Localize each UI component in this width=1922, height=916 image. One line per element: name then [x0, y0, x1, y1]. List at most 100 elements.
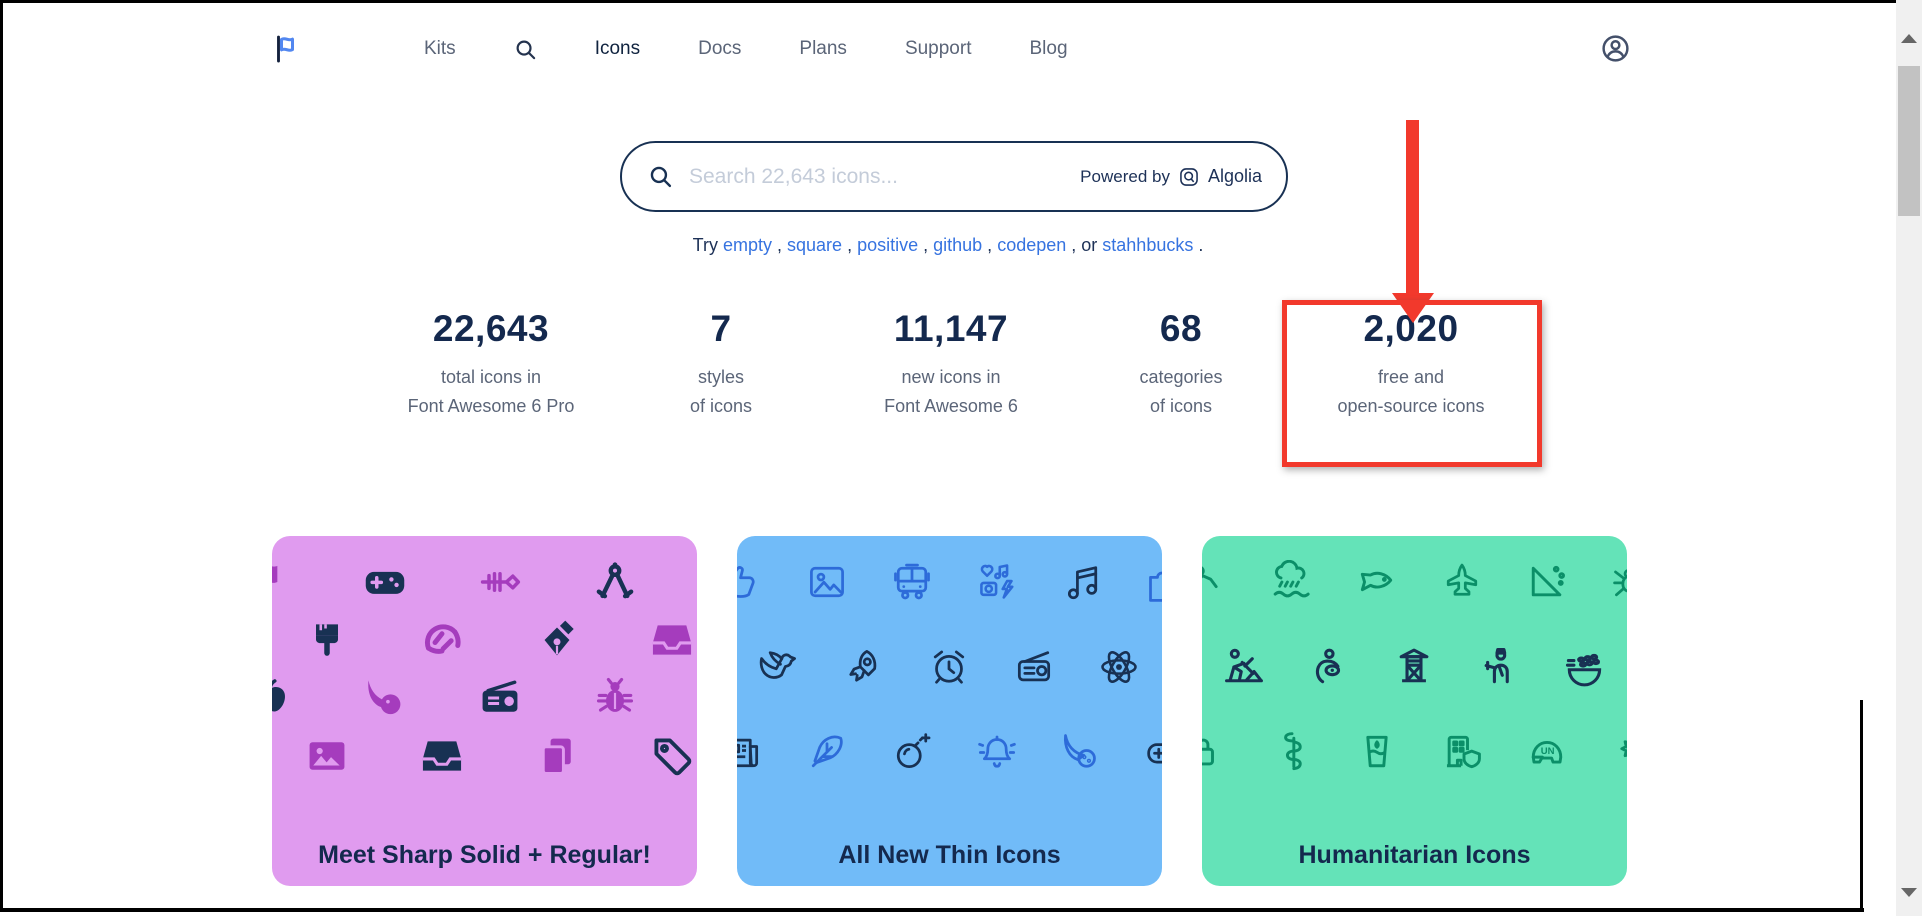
sun-plant-wilt-icon [1610, 730, 1627, 774]
nav-search-icon[interactable] [514, 38, 537, 61]
person-digging-icon [1222, 645, 1266, 689]
jet-fighter-icon [1440, 560, 1484, 604]
stat-0: 22,643 total icons in Font Awesome 6 Pro [376, 307, 606, 421]
red-arrow-annotation [1406, 120, 1419, 295]
radio-icon [478, 676, 522, 720]
nav-item-blog[interactable]: Blog [1029, 38, 1068, 59]
stat-3: 68 categories of icons [1066, 307, 1296, 421]
feature-card-1[interactable]: All New Thin Icons [737, 536, 1162, 886]
stats-row: 22,643 total icons in Font Awesome 6 Pro 7 s… [376, 307, 1526, 421]
algolia-credit[interactable]: Powered by Algolia [1080, 166, 1262, 188]
scroll-up-arrow[interactable] [1901, 34, 1917, 43]
stat-label: new icons in Font Awesome 6 [884, 367, 1018, 416]
suggestion-link-square[interactable]: square [787, 235, 843, 255]
bowl-rice-icon [1562, 645, 1606, 689]
feature-card-2[interactable]: UN Humanitarian Icons [1202, 536, 1627, 886]
icon-row [305, 734, 697, 778]
cloud-showers-water-icon [1270, 559, 1314, 604]
icon-row [305, 618, 697, 662]
suggestion-link-codepen[interactable]: codepen [997, 235, 1067, 255]
nav-item-plans[interactable]: Plans [799, 38, 847, 59]
card-title: All New Thin Icons [838, 841, 1061, 869]
top-navbar: Kits Icons Docs Plans Support Blog [272, 0, 1068, 98]
image-outline-icon [805, 560, 849, 604]
fish-bone-icon [478, 560, 522, 604]
suggestion-separator: , or [1066, 235, 1103, 255]
landslide-icon [1525, 560, 1569, 604]
apple-whole-icon [272, 676, 292, 720]
puzzle-piece-icon [1145, 560, 1162, 604]
suggestion-separator: . [1193, 235, 1204, 255]
flag-icon [272, 560, 292, 604]
stat-label: free and open-source icons [1337, 367, 1485, 416]
tower-observation-icon [1392, 645, 1436, 689]
stat-value: 11,147 [893, 308, 1009, 349]
stat-highlighted: 2,020 free and open-source icons [1296, 307, 1526, 421]
circle-user-icon[interactable] [1600, 33, 1631, 64]
nav-item-icons[interactable]: Icons [594, 38, 641, 59]
person-falling-icon [1202, 560, 1229, 604]
frame-border-bottom [0, 908, 1864, 912]
brush-icon [305, 618, 349, 662]
staff-snake-icon [1270, 730, 1314, 774]
nav-item-kits[interactable]: Kits [424, 38, 456, 59]
icon-row [737, 560, 1162, 604]
drafting-compass-icon [593, 560, 637, 604]
croissant-icon [420, 618, 464, 662]
atom-icon [1097, 645, 1141, 689]
icon-row [1222, 645, 1627, 689]
bomb-icon [890, 730, 934, 774]
person-military-icon [1477, 645, 1521, 689]
feather-icon [805, 730, 849, 774]
algolia-logo-icon [1178, 166, 1200, 188]
stat-label: total icons in Font Awesome 6 Pro [407, 367, 575, 416]
icon-row [737, 730, 1162, 774]
scrollbar[interactable] [1896, 0, 1922, 916]
image-icon [305, 734, 349, 778]
suggestion-separator: , [772, 235, 788, 255]
radio-outline-icon [1012, 645, 1056, 689]
bus-icon [890, 560, 934, 604]
suggestion-link-positive[interactable]: positive [857, 235, 919, 255]
search-input[interactable] [687, 163, 1081, 190]
suggestion-link-github[interactable]: github [933, 235, 983, 255]
card-title: Humanitarian Icons [1298, 841, 1531, 869]
suggestion-link-empty[interactable]: empty [722, 235, 772, 255]
helmet-un-icon: UN [1525, 730, 1569, 774]
font-awesome-flag-logo[interactable] [272, 34, 302, 64]
nav-item-docs[interactable]: Docs [698, 38, 742, 59]
icon-row [757, 645, 1162, 689]
newspaper-icon [737, 730, 764, 774]
card-title: Meet Sharp Solid + Regular! [318, 841, 651, 869]
suggestion-separator: , [842, 235, 858, 255]
glass-water-icon [1355, 730, 1399, 774]
feature-card-0[interactable]: Meet Sharp Solid + Regular! [272, 536, 697, 886]
inbox-icon [650, 618, 694, 662]
rocket-icon [842, 645, 886, 689]
frame-border-left [0, 0, 3, 912]
copy-icon [535, 734, 579, 778]
icon-row [272, 676, 697, 720]
bug-icon [593, 676, 637, 720]
icon-row: UN [1202, 730, 1627, 774]
music-icon [1060, 560, 1104, 604]
stat-value: 22,643 [432, 308, 550, 349]
stat-value: 7 [710, 308, 732, 349]
icon-row [272, 560, 697, 604]
scrollbar-thumb[interactable] [1898, 66, 1920, 216]
stat-label: styles of icons [689, 367, 753, 416]
person-nursing-icon [1307, 645, 1351, 689]
suggestions-prefix: Try [692, 235, 723, 255]
photo-film-music-icon [975, 560, 1019, 604]
nav-item-support[interactable]: Support [904, 38, 972, 59]
search-icon [648, 164, 673, 189]
gamepad-icon [363, 560, 407, 604]
tag-icon [650, 734, 694, 778]
stat-value: 68 [1159, 308, 1203, 349]
red-arrow-head [1392, 293, 1434, 323]
inbox-icon [420, 734, 464, 778]
scroll-down-arrow[interactable] [1901, 888, 1917, 897]
suggestion-link-stahhbucks[interactable]: stahhbucks [1102, 235, 1194, 255]
icon-search-bar: Powered by Algolia [620, 141, 1288, 212]
red-highlight-box [1282, 300, 1542, 467]
